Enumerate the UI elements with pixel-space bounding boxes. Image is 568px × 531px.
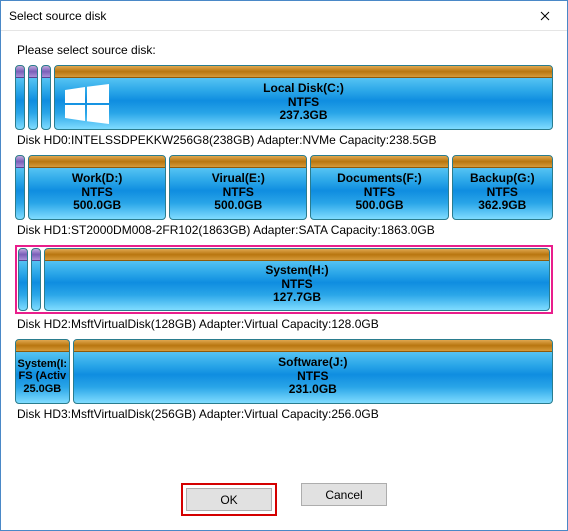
partition-fs: NTFS (288, 96, 319, 110)
ok-highlight: OK (181, 483, 277, 516)
partition-name: Virual(E:) (212, 172, 265, 186)
partition[interactable]: Backup(G:)NTFS362.9GB (452, 155, 553, 220)
disks-container: Local Disk(C:)NTFS237.3GBDisk HD0:INTELS… (15, 65, 553, 421)
reserved-partition[interactable] (15, 155, 25, 220)
partition-name: Local Disk(C:) (263, 82, 344, 96)
windows-logo-icon (65, 84, 109, 124)
partition-size: 500.0GB (73, 199, 121, 213)
reserved-partition[interactable] (41, 65, 51, 130)
titlebar: Select source disk (1, 1, 567, 31)
partition[interactable]: Documents(F:)NTFS500.0GB (310, 155, 448, 220)
partition-fs: NTFS (223, 186, 254, 200)
partition-fs: NTFS (81, 186, 112, 200)
window-title: Select source disk (9, 9, 106, 23)
partition[interactable]: Software(J:)NTFS231.0GB (73, 339, 553, 404)
partition[interactable]: System(H:)NTFS127.7GB (44, 248, 550, 311)
partition-fs: FS (Activ (18, 370, 66, 383)
disk-info: Disk HD3:MsftVirtualDisk(256GB) Adapter:… (17, 407, 553, 421)
partition-size: 500.0GB (214, 199, 262, 213)
partition-fs: NTFS (281, 278, 312, 292)
reserved-partition[interactable] (31, 248, 41, 311)
reserved-partition[interactable] (28, 65, 38, 130)
ok-button[interactable]: OK (186, 488, 272, 511)
partition[interactable]: System(I:FS (Activ25.0GB (15, 339, 70, 404)
disk-info: Disk HD0:INTELSSDPEKKW256G8(238GB) Adapt… (17, 133, 553, 147)
partition-size: 231.0GB (289, 383, 337, 397)
partition-size: 237.3GB (279, 109, 327, 123)
content-area: Please select source disk: Local Disk(C:… (1, 31, 567, 473)
disk-block: System(H:)NTFS127.7GB Disk HD2:MsftVirtua… (15, 245, 553, 331)
partition[interactable]: Virual(E:)NTFS500.0GB (169, 155, 307, 220)
close-button[interactable] (522, 1, 567, 30)
partition-name: Backup(G:) (470, 172, 535, 186)
partition[interactable]: Work(D:)NTFS500.0GB (28, 155, 166, 220)
disk-block: System(I:FS (Activ25.0GBSoftware(J:)NTFS… (15, 339, 553, 421)
dialog-window: Select source disk Please select source … (0, 0, 568, 531)
partition-size: 362.9GB (478, 199, 526, 213)
partition-size: 127.7GB (273, 291, 321, 305)
partition-fs: NTFS (364, 186, 395, 200)
partition-fs: NTFS (487, 186, 518, 200)
reserved-partition[interactable] (18, 248, 28, 311)
disk-strip[interactable]: System(H:)NTFS127.7GB (15, 245, 553, 314)
disk-strip[interactable]: System(I:FS (Activ25.0GBSoftware(J:)NTFS… (15, 339, 553, 404)
disk-info: Disk HD2:MsftVirtualDisk(128GB) Adapter:… (17, 317, 553, 331)
partition-name: Documents(F:) (337, 172, 422, 186)
partition-name: Software(J:) (278, 356, 347, 370)
partition-fs: NTFS (297, 370, 328, 384)
disk-block: Local Disk(C:)NTFS237.3GB Disk HD0:INTELS… (15, 65, 553, 147)
disk-strip[interactable]: Local Disk(C:)NTFS237.3GB (15, 65, 553, 130)
partition-name: System(H:) (265, 264, 328, 278)
partition-name: System(I: (18, 358, 68, 371)
partition[interactable]: Local Disk(C:)NTFS237.3GB (54, 65, 553, 130)
prompt-text: Please select source disk: (17, 43, 553, 57)
partition-size: 25.0GB (23, 383, 61, 396)
disk-block: Work(D:)NTFS500.0GBVirual(E:)NTFS500.0GB… (15, 155, 553, 237)
disk-info: Disk HD1:ST2000DM008-2FR102(1863GB) Adap… (17, 223, 553, 237)
reserved-partition[interactable] (15, 65, 25, 130)
disk-strip[interactable]: Work(D:)NTFS500.0GBVirual(E:)NTFS500.0GB… (15, 155, 553, 220)
button-row: OK Cancel (1, 473, 567, 530)
partition-size: 500.0GB (355, 199, 403, 213)
cancel-button[interactable]: Cancel (301, 483, 387, 506)
partition-name: Work(D:) (72, 172, 122, 186)
